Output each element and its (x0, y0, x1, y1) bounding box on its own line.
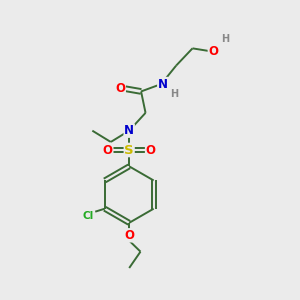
Text: H: H (171, 88, 179, 98)
Text: H: H (221, 34, 229, 44)
Text: O: O (208, 45, 218, 58)
Text: O: O (115, 82, 125, 95)
Text: Cl: Cl (83, 211, 94, 220)
Text: O: O (103, 143, 113, 157)
Text: O: O (146, 143, 156, 157)
Text: N: N (124, 124, 134, 137)
Text: N: N (158, 77, 168, 91)
Text: S: S (124, 143, 134, 157)
Text: O: O (124, 229, 134, 242)
